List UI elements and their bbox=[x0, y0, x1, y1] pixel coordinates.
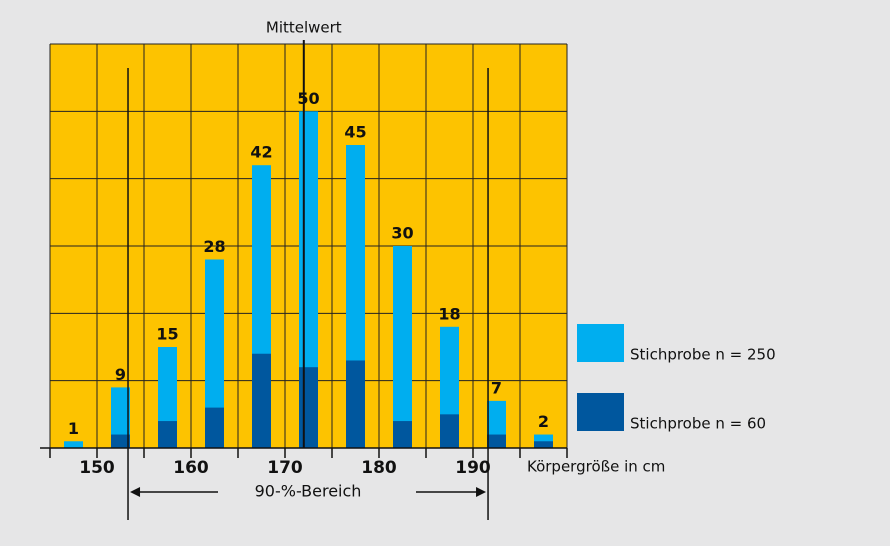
bar bbox=[111, 434, 130, 448]
bar-label: 7 bbox=[491, 378, 502, 397]
bar-label: 45 bbox=[344, 123, 366, 142]
bar-label: 30 bbox=[391, 224, 413, 243]
bar bbox=[64, 441, 83, 448]
bar bbox=[440, 414, 459, 448]
bar bbox=[393, 421, 412, 448]
bar bbox=[252, 353, 271, 448]
bar bbox=[205, 407, 224, 448]
bar-label: 42 bbox=[250, 143, 272, 162]
x-tick-label: 190 bbox=[455, 458, 491, 478]
x-tick-label: 170 bbox=[267, 458, 303, 478]
bar bbox=[299, 367, 318, 448]
arrow-head bbox=[130, 487, 141, 497]
bar-label: 9 bbox=[115, 365, 126, 384]
mean-label: Mittelwert bbox=[266, 19, 342, 37]
bar-label: 18 bbox=[438, 304, 460, 323]
range-label: 90-%-Bereich bbox=[255, 482, 362, 501]
bar-label: 1 bbox=[68, 419, 79, 438]
x-tick-label: 180 bbox=[361, 458, 397, 478]
legend-label: Stichprobe n = 60 bbox=[630, 415, 766, 433]
legend-label: Stichprobe n = 250 bbox=[630, 346, 776, 364]
x-tick-label: 150 bbox=[79, 458, 115, 478]
bar-label: 2 bbox=[538, 412, 549, 431]
bar bbox=[158, 421, 177, 448]
bar bbox=[346, 360, 365, 448]
legend-swatch bbox=[577, 393, 624, 431]
x-axis-label: Körpergröße in cm bbox=[527, 458, 665, 476]
x-tick-label: 160 bbox=[173, 458, 209, 478]
bar bbox=[534, 441, 553, 448]
bar-label: 28 bbox=[203, 237, 225, 256]
arrow-head bbox=[476, 487, 487, 497]
bar bbox=[487, 434, 506, 448]
bar-label: 50 bbox=[297, 89, 319, 108]
bar bbox=[205, 259, 224, 448]
legend-swatch bbox=[577, 324, 624, 362]
bar bbox=[111, 387, 130, 448]
bar bbox=[393, 246, 412, 448]
bar-label: 15 bbox=[156, 325, 178, 344]
